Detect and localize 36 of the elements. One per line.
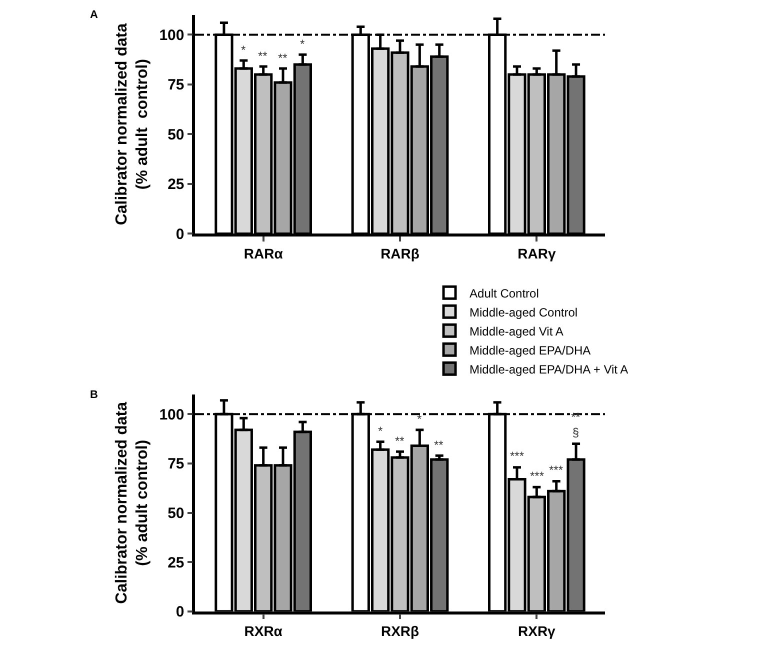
data-label: ***	[549, 463, 564, 477]
y-axis-title: Calibrator normalized data (% adult control)	[113, 23, 152, 226]
legend-label: Adult Control	[470, 286, 539, 300]
y-tick-label: 0	[176, 604, 184, 621]
data-label: **	[278, 51, 288, 65]
y-tick-label: 75	[168, 76, 184, 94]
x-tick-label: RXRγ	[518, 622, 556, 639]
y-tick-label: 0	[176, 226, 184, 243]
x-tick-label: RARα	[244, 245, 284, 262]
x-tick-label: RARβ	[380, 245, 420, 262]
y-tick-label: 25	[168, 554, 184, 572]
x-tick-label: RXRβ	[380, 622, 420, 639]
text: A	[90, 9, 98, 21]
x-tick-label: RXRα	[244, 622, 283, 639]
y-tick-label: 100	[159, 406, 184, 424]
text: B	[90, 389, 98, 401]
data-label: *	[241, 43, 246, 57]
data-label: *	[300, 37, 305, 51]
y-tick-label: 100	[159, 26, 184, 44]
data-label: *	[378, 424, 383, 438]
y-axis-title: Calibrator normalized data (% adult control)	[113, 402, 152, 604]
data-label: **	[258, 49, 268, 63]
data-label: ***	[530, 469, 544, 483]
y-tick-label: 75	[168, 456, 184, 473]
x-tick-label: RARγ	[518, 245, 556, 262]
legend-label: Middle-aged Vit A	[470, 324, 564, 338]
legend-label: Middle-aged EPA/DHA	[470, 343, 591, 358]
legend-label: Middle-aged Control	[470, 305, 578, 320]
data-label: **	[395, 434, 405, 448]
legend-label: Middle-aged EPA/DHA + Vit A	[470, 362, 628, 376]
data-label: *	[417, 412, 422, 426]
data-label: ***	[510, 449, 524, 463]
data-label: **	[434, 438, 444, 452]
y-tick-label: 25	[168, 176, 184, 194]
y-tick-label: 50	[168, 505, 184, 522]
y-tick-label: 50	[168, 126, 184, 144]
